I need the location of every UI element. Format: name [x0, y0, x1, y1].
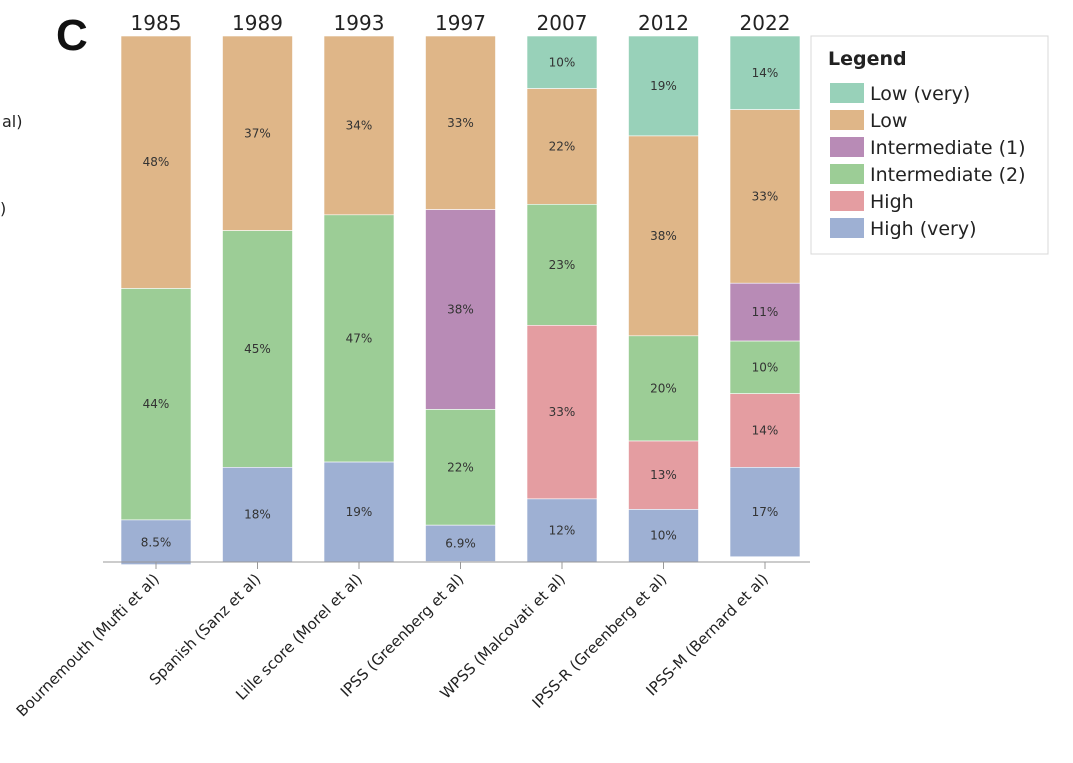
data-label: 22%	[549, 139, 576, 153]
bar-segment-low	[628, 135, 699, 337]
panel-letter: C	[56, 11, 88, 60]
year-label: 1985	[131, 11, 182, 35]
bars-group: 48% 44% 8.5% 1985 37% 45% 18% 1989 34% 47% 19% 1993…	[120, 11, 801, 565]
bar-segment-intermediate-2	[120, 288, 192, 521]
bar-segment-intermediate-2	[729, 340, 801, 394]
bar-segment-low	[323, 35, 395, 216]
data-label: 47%	[346, 331, 373, 345]
bar-segment-low	[425, 35, 496, 210]
data-label: 18%	[244, 508, 271, 522]
bar-segment-high-very	[729, 467, 801, 558]
bar-segment-high	[628, 440, 699, 510]
legend-swatch-intermediate-2	[830, 164, 864, 184]
bar-segment-intermediate-1	[729, 282, 801, 342]
bar-segment-high-very	[222, 467, 293, 563]
cut-off-label-1: al)	[2, 112, 23, 131]
bar-segment-intermediate-2	[222, 230, 293, 468]
data-label: 37%	[244, 126, 271, 140]
x-tick-label: Bournemouth (Mufti et al)	[13, 570, 163, 720]
cut-off-label-2: )	[0, 199, 6, 218]
bar-segment-high-very	[425, 524, 496, 562]
year-label: 2012	[638, 11, 689, 35]
bar-segment-intermediate-1	[425, 209, 496, 410]
data-label: 44%	[143, 397, 170, 411]
legend-entry-high-very: High (very)	[870, 218, 977, 240]
bar-segment-intermediate-2	[425, 409, 496, 526]
bar-segment-low	[222, 35, 293, 231]
data-label: 22%	[447, 460, 474, 474]
year-label: 1997	[435, 11, 486, 35]
legend-swatch-low-very	[830, 83, 864, 103]
legend-swatch-intermediate-1	[830, 137, 864, 157]
data-label: 14%	[752, 424, 779, 438]
bar-segment-low-very	[628, 35, 699, 137]
data-label: 8.5%	[141, 535, 172, 549]
data-label: 13%	[650, 468, 677, 482]
bar-segment-high-very	[120, 519, 192, 565]
legend: Legend Low (very) Low Intermediate (1) Inter…	[810, 35, 1049, 255]
data-label: 17%	[752, 505, 779, 519]
bar-segment-intermediate-2	[628, 335, 699, 442]
data-label: 45%	[244, 342, 271, 356]
legend-entry-low-very: Low (very)	[870, 83, 970, 105]
data-label: 19%	[650, 79, 677, 93]
year-label: 2007	[537, 11, 588, 35]
x-axis: Bournemouth (Mufti et al)Spanish (Sanz e…	[13, 561, 810, 720]
data-label: 10%	[752, 360, 779, 374]
bar-segment-low	[120, 35, 192, 289]
data-label: 38%	[650, 229, 677, 243]
data-label: 48%	[143, 155, 170, 169]
data-label: 38%	[447, 303, 474, 317]
legend-swatch-high-very	[830, 218, 864, 238]
legend-entry-low: Low	[870, 110, 907, 132]
legend-entry-intermediate-1: Intermediate (1)	[870, 137, 1026, 159]
data-label: 23%	[549, 258, 576, 272]
bar-segment-high-very	[628, 509, 699, 563]
legend-swatch-low	[830, 110, 864, 130]
legend-title: Legend	[828, 48, 907, 70]
bar-segment-intermediate-2	[323, 214, 395, 463]
bar-segment-low	[729, 109, 801, 284]
year-label: 1989	[232, 11, 283, 35]
data-label: 6.9%	[445, 536, 476, 550]
data-label: 33%	[752, 189, 779, 203]
year-label: 1993	[334, 11, 385, 35]
bar-segment-high	[526, 324, 598, 500]
bar-segment-low-very	[526, 35, 598, 89]
data-label: 20%	[650, 381, 677, 395]
data-label: 10%	[549, 55, 576, 69]
data-label: 34%	[346, 118, 373, 132]
bar-segment-low	[526, 88, 598, 205]
legend-entry-intermediate-2: Intermediate (2)	[870, 164, 1026, 186]
data-label: 19%	[346, 505, 373, 519]
data-label: 11%	[752, 305, 779, 319]
bar-segment-high-very	[526, 498, 598, 563]
bar-segment-intermediate-2	[526, 204, 598, 326]
legend-entry-high: High	[870, 191, 914, 213]
bar-segment-low-very	[729, 35, 801, 110]
legend-swatch-high	[830, 191, 864, 211]
data-label: 12%	[549, 523, 576, 537]
data-label: 33%	[447, 116, 474, 130]
bar-segment-high	[729, 393, 801, 468]
data-label: 33%	[549, 405, 576, 419]
data-label: 10%	[650, 529, 677, 543]
data-label: 14%	[752, 66, 779, 80]
x-tick-label: Spanish (Sanz et al)	[146, 570, 265, 689]
year-label: 2022	[740, 11, 791, 35]
